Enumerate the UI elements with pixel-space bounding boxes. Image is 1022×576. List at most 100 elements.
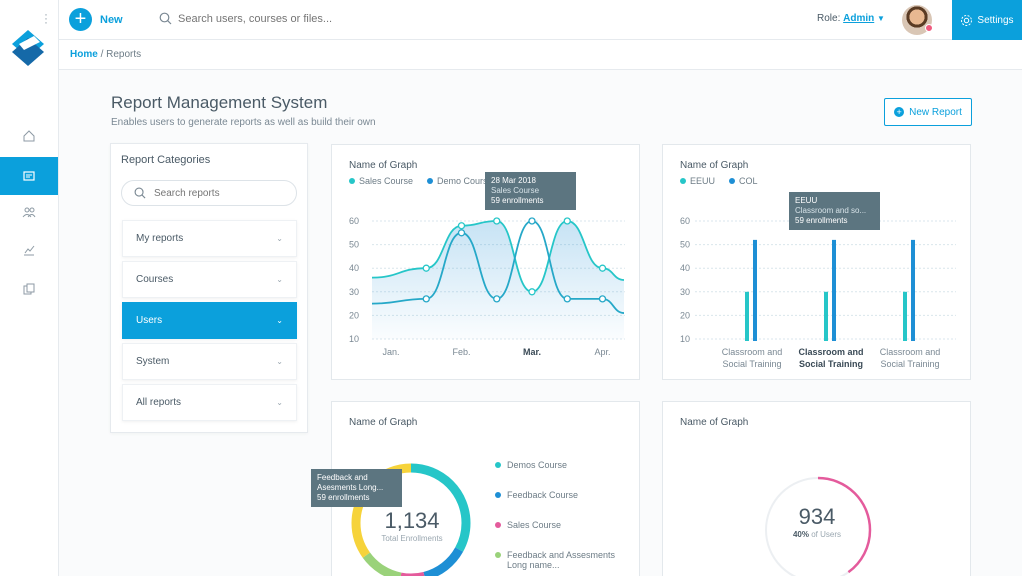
new-report-label: New Report [909,106,962,118]
page-title: Report Management System [111,93,328,112]
search-icon [159,12,172,25]
category-label: My reports [136,233,184,244]
y-tick-label: 50 [680,240,690,250]
top-bar: + New Role: Admin ▼ Settings [59,0,1022,40]
categories-search-input[interactable] [154,187,284,199]
bar-eeuu [745,291,749,341]
gear-icon [961,14,973,26]
y-tick-label: 30 [680,287,690,297]
legend-item[interactable]: Demos Course [495,460,615,470]
bar-chart: 10 20 30 40 50 60 Classroom and Social Training… [680,216,956,369]
y-tick-label: 20 [349,310,359,320]
category-my-reports[interactable]: My reports ⌄ [122,220,297,257]
category-all-reports[interactable]: All reports ⌄ [122,384,297,421]
x-tick-label: Mar. [523,347,541,357]
area-fill [372,221,624,339]
caret-down-icon[interactable]: ▼ [877,14,885,23]
new-report-button[interactable]: + New Report [884,98,972,126]
category-users[interactable]: Users ⌄ [122,302,297,339]
bar-col [753,239,757,341]
legend-item[interactable]: EEUU [680,176,715,186]
legend-item[interactable]: Sales Course [495,520,615,530]
donut-center: 1,134 Total Enrollments [370,508,454,543]
chart-tooltip: EEUU Classroom and so... 59 enrollments [789,192,880,230]
legend-item[interactable]: Demo Course [427,176,493,186]
x-tick-label: Social Training [722,359,781,369]
categories-search [121,180,297,206]
settings-button[interactable]: Settings [952,0,1022,40]
chart-title: Name of Graph [680,160,749,171]
global-search [159,12,378,25]
gauge-value: 934 [798,504,836,529]
kebab-menu-icon[interactable]: · · · [44,7,48,29]
analytics-nav-icon[interactable] [0,231,58,269]
breadcrumb-separator: / [97,49,107,60]
notification-badge [925,24,933,32]
y-tick-label: 40 [349,263,359,273]
breadcrumb: Home / Reports [59,40,1022,70]
new-button[interactable]: + New [69,8,123,31]
category-label: System [136,356,170,367]
donut-chart-card: Name of Graph 1,134 Total Enrollments Fe… [311,401,640,576]
tooltip-value: 59 enrollments [795,216,848,225]
chart-title: Name of Graph [680,417,749,428]
legend-item[interactable]: Sales Course [349,176,413,186]
chart-legend: Sales Course Demo Course [349,176,493,186]
page-subtitle: Enables users to generate reports as wel… [111,117,376,128]
y-tick-label: 40 [680,263,690,273]
new-button-label: New [100,13,123,26]
x-tick-label: Social Training [880,359,939,369]
x-tick-label: Social Training [799,359,863,369]
breadcrumb-home[interactable]: Home [70,49,98,60]
category-courses[interactable]: Courses ⌄ [122,261,297,298]
x-tick-label: Classroom and [722,347,783,357]
y-tick-label: 30 [349,287,359,297]
chart-title: Name of Graph [349,417,418,428]
home-nav-icon[interactable] [0,117,58,155]
legend-item[interactable]: Feedback and Assesments Long name... [495,550,615,570]
data-point [598,295,607,303]
y-tick-label: 60 [680,216,690,226]
data-point [528,217,536,225]
tooltip-line1: Feedback and [317,473,368,482]
donut-chart [351,463,471,576]
total-value: 1,134 [384,508,440,533]
category-system[interactable]: System ⌄ [122,343,297,380]
data-point [563,217,571,225]
app-logo[interactable] [10,28,46,68]
data-point [598,264,607,272]
users-nav-icon[interactable] [0,193,58,231]
global-search-input[interactable] [178,12,378,25]
data-point [422,264,430,272]
gauge-fill [764,476,872,576]
line-chart-card: 10 20 30 40 50 60 Jan. Feb. Mar. Apr. Name of Gra… [331,144,640,380]
data-point [457,229,466,237]
plus-circle-icon: + [894,107,905,117]
x-tick-label: Feb. [452,347,470,357]
category-label: Courses [136,274,174,285]
bar-col [832,239,836,341]
series-line-sales-course [371,220,625,293]
legend-item[interactable]: Feedback Course [495,490,615,500]
line-chart: 10 20 30 40 50 60 Jan. Feb. Mar. Apr. [349,216,625,357]
settings-label: Settings [977,14,1014,26]
donut-legend: Demos Course Feedback Course Sales Cours… [495,460,615,576]
data-point [457,222,466,230]
tooltip-value: 59 enrollments [317,493,370,502]
legend-item[interactable]: COL [729,176,758,186]
role-value[interactable]: Admin [843,13,875,24]
total-label: Total Enrollments [381,534,443,543]
reports-nav-icon[interactable] [0,157,58,195]
gauge-center: 934 40% of Users [767,504,867,539]
x-tick-label: Classroom and [798,347,863,357]
chevron-down-icon: ⌄ [276,316,283,325]
y-tick-label: 20 [680,310,690,320]
report-categories-panel: Report Categories My reports ⌄ Courses ⌄ U… [110,143,308,433]
chart-tooltip: 28 Mar 2018 Sales Course 59 enrollments [485,172,576,210]
gauge-chart [764,476,872,576]
data-point [493,217,501,225]
courses-nav-icon[interactable] [0,270,58,308]
role-selector[interactable]: Role: Admin ▼ [817,13,885,24]
tooltip-category: Classroom and so... [795,206,867,215]
chart-tooltip: Feedback and Asesments Long... 59 enroll… [311,469,402,507]
